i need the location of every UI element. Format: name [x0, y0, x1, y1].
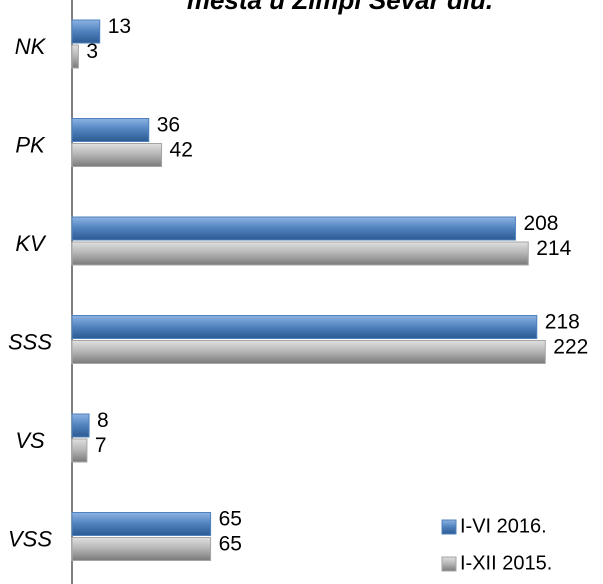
category-label: VS — [15, 428, 45, 453]
bar — [71, 118, 150, 142]
value-label: 208 — [523, 212, 558, 235]
bar — [71, 340, 546, 364]
value-label: 65 — [219, 508, 242, 531]
bar — [71, 19, 101, 44]
value-label: 214 — [536, 237, 571, 260]
bar — [71, 241, 529, 266]
bar — [71, 216, 516, 241]
category-label: KV — [15, 231, 47, 256]
category-label: SSS — [8, 329, 52, 354]
value-label: 13 — [108, 15, 131, 38]
legend-swatch — [441, 519, 457, 535]
value-label: 42 — [170, 139, 193, 162]
value-label: 8 — [97, 409, 109, 432]
value-label: 65 — [219, 533, 242, 556]
category-label: PK — [15, 132, 46, 157]
bar — [71, 438, 88, 463]
category-label: NK — [15, 34, 47, 59]
legend-label: I-VI 2016. — [460, 515, 547, 537]
bar — [71, 512, 212, 536]
value-label: 222 — [553, 336, 588, 359]
legend-swatch — [441, 556, 457, 572]
category-label: VSS — [8, 526, 52, 551]
bar — [71, 537, 212, 561]
bar — [71, 315, 538, 339]
bar — [71, 143, 163, 167]
chart-title: mesta u Zimpi Sevar diu. — [187, 0, 493, 15]
value-label: 3 — [86, 40, 98, 63]
bar — [71, 44, 79, 69]
bar — [71, 413, 90, 438]
value-label: 7 — [95, 434, 107, 457]
legend-label: I-XII 2015. — [460, 552, 552, 574]
value-label: 218 — [545, 311, 580, 334]
value-label: 36 — [157, 114, 180, 137]
